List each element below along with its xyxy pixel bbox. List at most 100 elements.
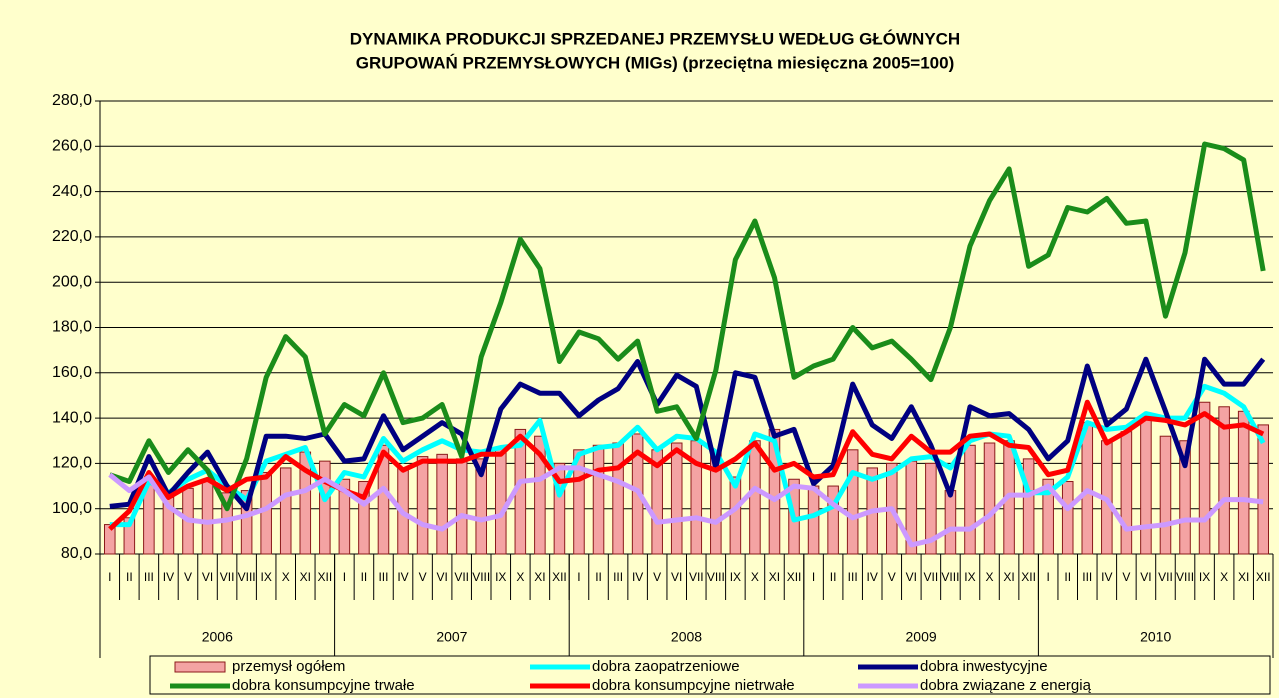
x-tick-label: I — [343, 570, 346, 584]
x-tick-label: IX — [1199, 570, 1210, 584]
legend-label: dobra konsumpcyjne trwałe — [232, 677, 415, 694]
bar — [846, 449, 859, 555]
x-tick-label: XI — [300, 570, 311, 584]
bar — [534, 435, 546, 555]
legend-label: dobra inwestycyjne — [920, 658, 1048, 675]
bar — [573, 449, 585, 555]
y-tick-label: 240,0 — [52, 183, 92, 200]
bar — [1042, 478, 1054, 555]
x-tick-label: IX — [964, 570, 975, 584]
legend-label: dobra związane z energią — [920, 677, 1092, 694]
x-tick-label: VI — [436, 570, 447, 584]
bar — [944, 490, 957, 555]
x-tick-label: XI — [1003, 570, 1014, 584]
legend-swatch — [174, 661, 226, 673]
x-tick-label: III — [848, 570, 858, 584]
y-tick-label: 280,0 — [52, 92, 92, 109]
line-series — [108, 399, 1265, 531]
x-tick-label: II — [361, 570, 368, 584]
x-tick-label: XII — [1021, 570, 1036, 584]
x-tick-label: VII — [454, 570, 469, 584]
bar — [592, 444, 605, 555]
x-tick-label: X — [516, 570, 524, 584]
bar — [377, 444, 390, 555]
bar — [494, 447, 507, 555]
x-tick-label: IX — [261, 570, 272, 584]
x-tick-label: I — [577, 570, 580, 584]
bar — [1237, 410, 1250, 555]
x-tick-label: VI — [671, 570, 682, 584]
x-tick-label: XII — [317, 570, 332, 584]
line-series — [109, 356, 1266, 512]
bar — [436, 453, 448, 555]
bar — [925, 462, 937, 555]
bar — [807, 485, 820, 555]
bar — [1257, 424, 1270, 555]
bar — [983, 442, 996, 555]
line-series — [108, 465, 1264, 548]
x-tick-label: II — [1064, 570, 1071, 584]
year-label: 2008 — [671, 629, 702, 645]
x-tick-label: IV — [1101, 570, 1112, 584]
y-tick-label: 220,0 — [52, 228, 92, 245]
x-tick-label: II — [830, 570, 837, 584]
year-label: 2009 — [906, 629, 937, 645]
year-label: 2010 — [1140, 629, 1171, 645]
x-tick-label: III — [613, 570, 623, 584]
x-tick-label: X — [282, 570, 290, 584]
bar — [103, 524, 116, 555]
x-tick-label: III — [378, 570, 388, 584]
bar — [455, 458, 468, 555]
line-series — [108, 141, 1266, 512]
x-tick-label: I — [1047, 570, 1050, 584]
legend-label: dobra konsumpcyjne nietrwałe — [592, 677, 795, 694]
bar — [123, 517, 136, 555]
bar — [338, 478, 351, 555]
y-tick-label: 260,0 — [52, 138, 92, 155]
bar — [670, 442, 683, 555]
bar — [729, 476, 742, 555]
x-tick-label: I — [812, 570, 815, 584]
bar — [1061, 481, 1074, 555]
x-tick-label: XII — [552, 570, 567, 584]
y-tick-label: 140,0 — [52, 409, 92, 426]
legend-label: przemysł ogółem — [232, 658, 345, 675]
x-tick-label: XI — [1238, 570, 1249, 584]
bar — [416, 456, 429, 555]
bar — [1120, 431, 1133, 555]
bar — [240, 490, 253, 555]
legend-label: dobra zaopatrzeniowe — [592, 658, 740, 675]
x-tick-label: XI — [534, 570, 545, 584]
bar — [964, 444, 976, 555]
x-tick-label: IX — [495, 570, 506, 584]
x-tick-label: VIII — [1176, 570, 1194, 584]
bar — [827, 485, 839, 555]
x-tick-label: IV — [163, 570, 174, 584]
bar — [1140, 417, 1152, 555]
y-tick-label: 200,0 — [52, 273, 92, 290]
x-tick-label: XII — [787, 570, 802, 584]
x-tick-label: I — [108, 570, 111, 584]
x-tick-label: VII — [1158, 570, 1173, 584]
x-tick-label: X — [751, 570, 759, 584]
bar — [690, 440, 703, 555]
x-tick-label: II — [595, 570, 602, 584]
x-tick-label: VI — [202, 570, 213, 584]
bar — [319, 460, 331, 555]
bar — [1159, 435, 1172, 555]
bar — [1198, 401, 1211, 555]
x-tick-label: XI — [769, 570, 780, 584]
x-tick-label: VII — [689, 570, 704, 584]
chart-title: DYNAMIKA PRODUKCJI SPRZEDANEJ PRZEMYSŁU … — [350, 29, 960, 48]
x-tick-label: IX — [730, 570, 741, 584]
x-tick-label: V — [419, 570, 427, 584]
bar — [1022, 458, 1035, 555]
y-tick-label: 160,0 — [52, 364, 92, 381]
x-tick-label: VIII — [941, 570, 959, 584]
x-tick-label: V — [653, 570, 661, 584]
bar — [279, 467, 292, 555]
x-tick-label: VI — [1140, 570, 1151, 584]
bar — [475, 458, 488, 555]
x-tick-label: VIII — [472, 570, 490, 584]
